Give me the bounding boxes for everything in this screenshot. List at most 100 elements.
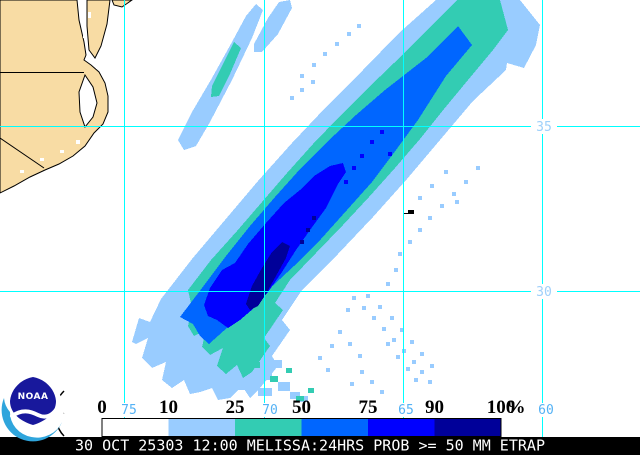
- noaa-logo-sea-crescent: [1, 398, 63, 442]
- contour-75pct-specks: [344, 130, 392, 184]
- contour-speck: [428, 380, 432, 384]
- contour-speck: [306, 228, 310, 232]
- latitude-label: 30: [536, 285, 552, 300]
- contour-75pct-core: [204, 163, 346, 328]
- latitude-label: 35: [536, 120, 552, 135]
- contour-speck: [396, 355, 400, 359]
- contour-speck: [386, 342, 390, 346]
- contour-speck: [296, 396, 304, 401]
- legend-tick-labels: 0 10 25 50 75 90 100%: [97, 397, 525, 418]
- contour-speck: [430, 364, 434, 368]
- noaa-logo-gull-icon: [10, 405, 60, 419]
- contour-speck: [290, 96, 294, 100]
- legend-color-segment: [235, 418, 302, 437]
- legend-color-segment: [301, 418, 368, 437]
- status-bar-text: 30 OCT 25303 12:00 MELISSA:24HRS PROB >=…: [75, 437, 545, 455]
- pamlico-sound: [78, 73, 98, 129]
- legend-colorbar: [101, 418, 502, 437]
- grid-lines: [0, 0, 640, 438]
- longitude-label: 70: [262, 403, 278, 418]
- contour-speck: [406, 367, 410, 371]
- contour-speck: [338, 330, 342, 334]
- legend-tick-label: 75: [359, 397, 378, 418]
- contour-speck: [370, 380, 374, 384]
- contour-speck: [370, 140, 374, 144]
- contour-speck: [347, 32, 351, 36]
- contour-speck: [352, 296, 356, 300]
- legend-color-segment: [102, 418, 169, 437]
- land-us-east-coast: [0, 0, 133, 194]
- contour-speck: [378, 305, 382, 309]
- contour-speck: [311, 80, 315, 84]
- contour-speck: [418, 196, 422, 200]
- contour-speck: [278, 382, 290, 391]
- contour-90pct-core: [246, 242, 290, 310]
- contour-speck: [372, 316, 376, 320]
- legend-tick-label: 50: [292, 397, 311, 418]
- contour-speck: [360, 154, 364, 158]
- probability-contours: [132, 0, 540, 402]
- mainland-coastline: [0, 0, 109, 194]
- contour-speck: [380, 130, 384, 134]
- contour-speck: [392, 338, 396, 342]
- noaa-logo: NOAA: [1, 377, 64, 442]
- contour-speck: [430, 184, 434, 188]
- contour-speck: [440, 204, 444, 208]
- contour-speck: [323, 52, 327, 56]
- grid-labels: 75 70 65 60 35 30: [118, 119, 557, 418]
- longitude-label: 60: [538, 403, 554, 418]
- contour-speck: [410, 340, 414, 344]
- legend-tick-label: 0: [97, 397, 107, 418]
- contour-speck: [286, 368, 292, 373]
- contour-speck: [196, 358, 212, 370]
- legend-color-segment: [434, 418, 501, 437]
- contour-speck: [476, 166, 480, 170]
- contour-speck: [318, 356, 322, 360]
- contour-90pct-specks: [300, 216, 316, 244]
- contour-speck: [330, 344, 334, 348]
- contour-speck: [290, 392, 300, 399]
- contour-speck: [386, 282, 390, 286]
- contour-speck: [390, 316, 394, 320]
- contour-speck: [346, 308, 350, 312]
- contour-speck: [452, 192, 456, 196]
- contour-speck: [420, 352, 424, 356]
- contour-speck: [380, 390, 384, 394]
- contour-speck: [335, 42, 339, 46]
- contour-speck: [455, 200, 459, 204]
- contour-speck: [358, 354, 362, 358]
- contour-speck: [388, 152, 392, 156]
- legend-tick-label: 25: [226, 397, 245, 418]
- status-bar-background: [0, 437, 640, 455]
- contour-speck: [366, 294, 370, 298]
- contour-speck: [414, 378, 418, 382]
- contour-speck: [428, 216, 432, 220]
- legend-tick-label: 100: [487, 397, 516, 418]
- contour-speck: [272, 360, 282, 368]
- noaa-logo-text: NOAA: [18, 392, 49, 402]
- contour-speck: [418, 228, 422, 232]
- contour-speck: [202, 376, 212, 384]
- contour-speck: [348, 342, 352, 346]
- state-border-nc-sc: [0, 137, 45, 169]
- contour-speck: [352, 166, 356, 170]
- contour-speck: [444, 170, 448, 174]
- longitude-label: 75: [121, 403, 137, 418]
- contour-10pct-nw-streak-2: [254, 0, 292, 52]
- coastal-inlets: [20, 12, 100, 173]
- contour-speck: [412, 360, 416, 364]
- contour-speck: [300, 88, 304, 92]
- legend: 0 10 25 50 75 90 100%: [97, 397, 526, 437]
- contour-speck: [312, 63, 316, 67]
- contour-speck: [360, 370, 364, 374]
- contour-speck: [270, 376, 278, 382]
- contour-speck: [382, 327, 386, 331]
- contour-speck: [260, 370, 272, 380]
- contour-speck: [226, 356, 232, 361]
- contour-25pct-streak-core: [211, 42, 241, 97]
- contour-speck: [252, 362, 260, 368]
- contour-speck: [464, 180, 468, 184]
- contour-speck: [400, 328, 404, 332]
